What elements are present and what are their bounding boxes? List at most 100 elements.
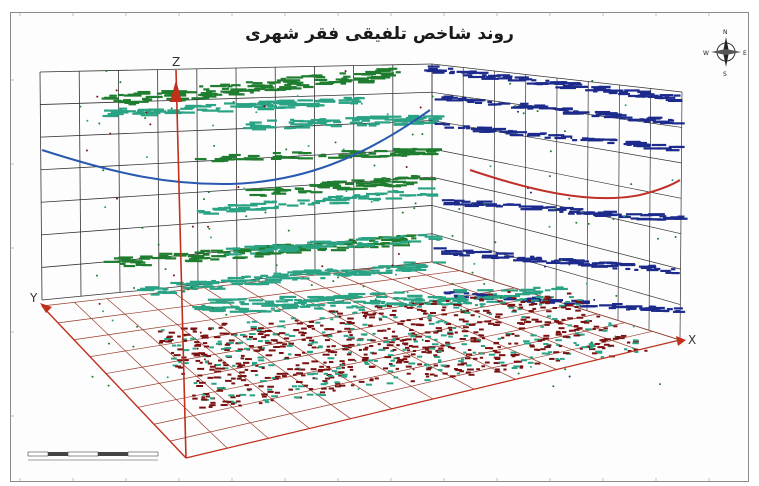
point-cluster [237,104,254,108]
point-cluster [343,96,352,100]
point-cluster [181,338,187,341]
point-cluster [168,331,176,334]
point-cluster [580,302,585,305]
point-cluster [465,371,471,374]
point-cluster [244,282,263,286]
point-cluster [302,270,319,273]
point-cluster [172,364,178,367]
point-cluster [245,188,263,192]
point-cluster [386,305,392,308]
point-cluster [535,295,544,299]
point-cluster [306,272,314,276]
point-cluster [185,104,194,107]
point-cluster [376,295,388,299]
point-cluster [195,343,202,346]
point-cluster [315,199,326,203]
point-cluster [210,249,224,252]
point-cluster [220,83,231,86]
point-cluster [365,70,382,74]
point-cluster [119,256,133,259]
point-cluster [387,354,394,357]
point-cluster [440,344,445,347]
grid-line [39,63,433,73]
point-cluster [397,176,409,179]
point-cluster [479,130,491,133]
south-label: S [723,71,727,78]
point-cluster [236,377,242,380]
point-cluster [261,393,268,396]
point-cluster [393,123,408,126]
point-cluster [654,218,667,221]
point-cluster [593,325,600,328]
point-cluster [253,247,271,250]
point-cluster [239,307,245,310]
point-cluster [250,326,257,329]
point-dot [548,345,551,348]
point-cluster [230,208,244,211]
point-dot [307,145,310,148]
point-cluster [422,346,429,349]
point-cluster [586,319,590,322]
point-cluster [560,262,578,265]
point-cluster [369,269,380,272]
point-cluster [336,273,350,276]
point-cluster [608,91,618,95]
point-cluster [297,249,312,252]
point-cluster [335,296,347,299]
point-cluster [348,238,354,241]
point-cluster [624,89,640,92]
point-cluster [493,293,498,296]
point-cluster [199,406,206,409]
point-cluster [261,207,268,210]
point-cluster [586,345,592,348]
point-dot [536,110,539,113]
point-cluster [397,359,403,362]
point-cluster [555,286,564,289]
point-cluster [576,212,590,215]
point-cluster [456,70,464,73]
point-cluster [210,84,227,88]
point-cluster [379,318,383,321]
point-cluster [311,341,318,344]
point-cluster [296,322,303,325]
point-cluster [321,331,326,334]
point-cluster [596,351,603,354]
point-cluster [199,361,203,364]
point-cluster [455,369,462,372]
point-cluster [404,305,408,308]
point-cluster [299,247,306,251]
point-cluster [425,335,432,338]
point-cluster [463,292,470,295]
point-cluster [410,152,425,155]
point-cluster [193,354,201,357]
point-cluster [401,342,409,345]
point-cluster [290,156,300,159]
point-cluster [310,191,323,194]
point-cluster [397,322,404,325]
point-dot [632,325,635,328]
point-cluster [468,323,474,326]
point-cluster [349,121,363,124]
point-cluster [399,235,407,238]
point-cluster [452,327,457,330]
point-cluster [338,374,344,377]
point-cluster [505,332,513,335]
point-cluster [530,299,539,302]
point-cluster [401,269,412,272]
point-cluster [429,373,435,376]
point-cluster [190,282,206,285]
point-cluster [315,82,333,85]
point-cluster [358,79,375,83]
point-cluster [192,330,197,333]
floor-grid-line [334,272,557,370]
point-cluster [427,295,443,299]
point-cluster [558,327,565,330]
point-cluster [574,328,580,331]
point-cluster [250,309,267,313]
point-cluster [192,347,197,350]
point-dot [612,218,615,221]
point-cluster [403,360,409,363]
point-cluster [665,98,683,102]
point-cluster [251,158,264,161]
point-cluster [623,348,628,351]
